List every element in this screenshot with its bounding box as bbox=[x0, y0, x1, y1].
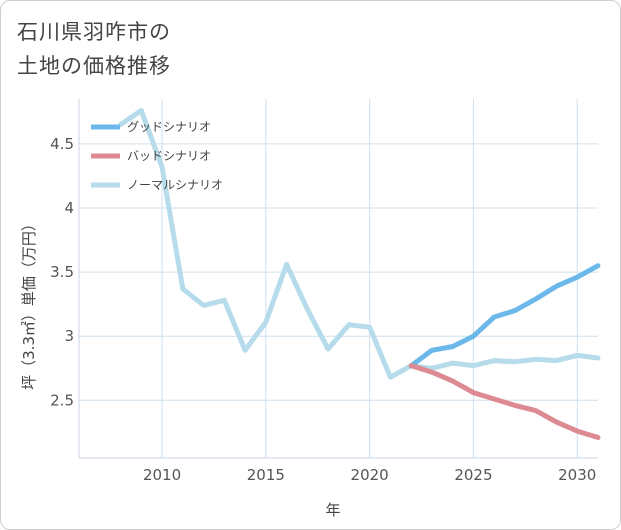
chart-title-line1: 石川県羽咋市の bbox=[17, 20, 171, 44]
x-tick-label: 2020 bbox=[351, 466, 389, 484]
chart-title-line2: 土地の価格推移 bbox=[17, 54, 171, 78]
series-line bbox=[408, 363, 601, 440]
x-axis-label: 年 bbox=[325, 501, 340, 519]
y-tick-label: 2.5 bbox=[50, 391, 74, 409]
legend-label: ノーマルシナリオ bbox=[127, 178, 223, 192]
y-axis-label: 坪（3.3㎡）単価（万円） bbox=[20, 216, 38, 390]
x-tick-labels: 2010 2015 2020 2025 2030 bbox=[143, 466, 596, 484]
x-tick-label: 2025 bbox=[454, 466, 492, 484]
series-lines bbox=[118, 108, 601, 440]
y-tick-label: 4.5 bbox=[50, 135, 74, 153]
series-line bbox=[118, 108, 601, 380]
legend-label: グッドシナリオ bbox=[127, 120, 211, 134]
legend-label: バッドシナリオ bbox=[127, 149, 211, 163]
y-tick-labels: 2.5 3 3.5 4 4.5 bbox=[50, 135, 74, 409]
x-tick-label: 2030 bbox=[558, 466, 596, 484]
series-line bbox=[408, 263, 601, 369]
x-tick-label: 2010 bbox=[143, 466, 181, 484]
chart-title: 石川県羽咋市の 土地の価格推移 bbox=[17, 15, 171, 83]
x-tick-label: 2015 bbox=[247, 466, 285, 484]
plot-area-frame bbox=[78, 99, 598, 459]
y-tick-label: 3 bbox=[64, 327, 74, 345]
y-tick-label: 4 bbox=[64, 199, 74, 217]
y-tick-label: 3.5 bbox=[50, 263, 74, 281]
